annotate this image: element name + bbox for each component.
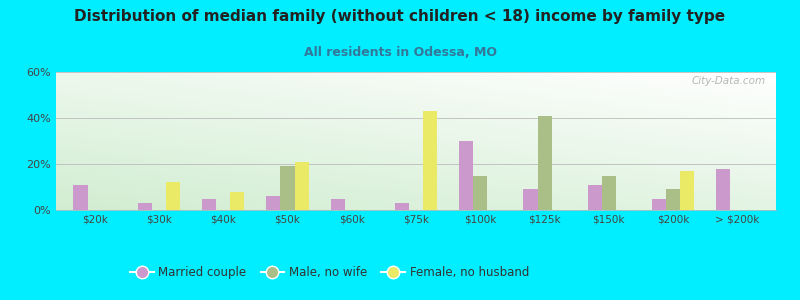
Bar	[602, 176, 616, 210]
Bar	[294, 162, 309, 210]
Legend: Married couple, Male, no wife, Female, no husband: Married couple, Male, no wife, Female, n…	[126, 262, 534, 284]
Bar	[652, 199, 666, 210]
Bar	[538, 116, 552, 210]
Bar	[166, 182, 180, 210]
Bar	[138, 203, 152, 210]
Bar	[666, 189, 680, 210]
Text: City-Data.com: City-Data.com	[691, 76, 766, 86]
Bar	[716, 169, 730, 210]
Bar	[266, 196, 280, 210]
Bar	[523, 189, 538, 210]
Text: Distribution of median family (without children < 18) income by family type: Distribution of median family (without c…	[74, 9, 726, 24]
Bar	[394, 203, 409, 210]
Bar	[330, 199, 345, 210]
Bar	[680, 171, 694, 210]
Bar	[423, 111, 438, 210]
Bar	[74, 185, 87, 210]
Bar	[280, 166, 294, 210]
Bar	[588, 185, 602, 210]
Bar	[459, 141, 474, 210]
Bar	[474, 176, 487, 210]
Text: All residents in Odessa, MO: All residents in Odessa, MO	[303, 46, 497, 59]
Bar	[202, 199, 216, 210]
Bar	[230, 192, 244, 210]
